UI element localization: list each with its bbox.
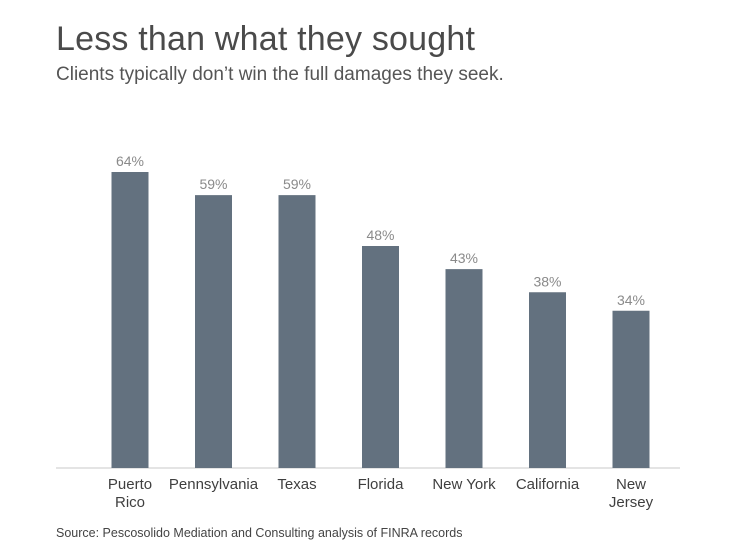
bar-4 xyxy=(445,269,483,468)
value-label-2: 59% xyxy=(283,176,311,192)
value-label-0: 64% xyxy=(116,153,144,169)
chart-subtitle: Clients typically don’t win the full dam… xyxy=(56,64,504,85)
chart-title: Less than what they sought xyxy=(56,20,476,58)
source-note: Source: Pescosolido Mediation and Consul… xyxy=(56,526,463,540)
bar-0 xyxy=(111,172,149,468)
category-label-6: New Jersey xyxy=(609,476,654,511)
bars-group: 64% Puerto Rico 59% Pennsylvania 59% Texas 48% F… xyxy=(108,153,654,511)
value-label-4: 43% xyxy=(450,250,478,266)
value-label-5: 38% xyxy=(533,273,561,289)
category-label-line: California xyxy=(516,476,580,493)
category-label-5: California xyxy=(516,476,580,493)
category-label-2: Texas xyxy=(277,476,316,493)
bar-3 xyxy=(362,246,399,468)
bar-5 xyxy=(529,292,566,468)
value-label-6: 34% xyxy=(617,292,645,308)
category-label-line: New York xyxy=(432,476,496,493)
value-label-3: 48% xyxy=(366,227,394,243)
category-label-3: Florida xyxy=(358,476,405,493)
value-label-1: 59% xyxy=(199,176,227,192)
category-label-line: Rico xyxy=(115,494,145,511)
category-label-line: Florida xyxy=(358,476,405,493)
category-label-line: Jersey xyxy=(609,494,654,511)
category-label-1: Pennsylvania xyxy=(169,476,259,493)
category-label-line: New xyxy=(616,476,646,493)
category-label-line: Texas xyxy=(277,476,316,493)
category-label-4: New York xyxy=(432,476,496,493)
category-label-line: Puerto xyxy=(108,476,152,493)
category-label-line: Pennsylvania xyxy=(169,476,259,493)
bar-1 xyxy=(195,195,232,468)
category-label-0: Puerto Rico xyxy=(108,476,152,511)
bar-6 xyxy=(612,310,650,468)
bar-2 xyxy=(278,195,316,468)
